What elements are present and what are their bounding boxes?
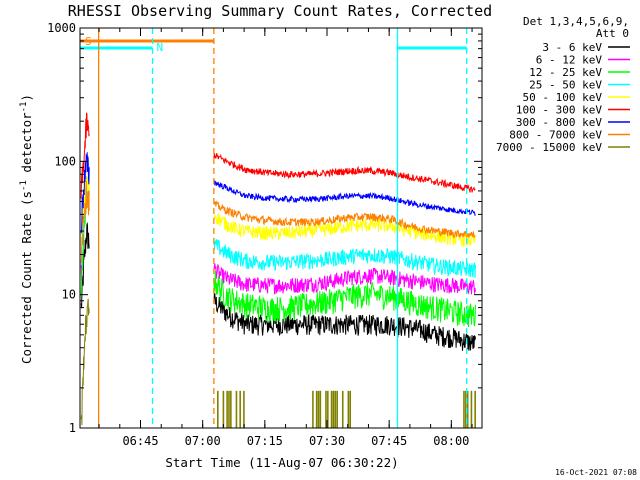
legend-label-0: 3 - 6 keV: [542, 41, 602, 54]
x-tick-label-0730: 07:30: [309, 434, 345, 448]
x-tick-label-0715: 07:15: [247, 434, 283, 448]
legend-label-3: 25 - 50 keV: [529, 79, 602, 92]
series-segment-main: [213, 180, 476, 217]
series-300-800-keV: [80, 152, 476, 234]
series-segment-early: [80, 298, 90, 426]
series-segment-early: [80, 222, 90, 309]
series-800-7000-keV: [80, 180, 476, 264]
legend-label-7: 800 - 7000 keV: [509, 129, 602, 142]
vertical-marker-layer: [97, 28, 468, 428]
series-segment-early: [80, 176, 90, 237]
plot-frame: [79, 27, 483, 429]
series-50-100-keV: [80, 176, 476, 247]
x-axis-label: Start Time (11-Aug-07 06:30:22): [165, 455, 398, 470]
y-tick-label-1000: 1000: [47, 21, 76, 35]
legend-label-4: 50 - 100 keV: [523, 91, 603, 104]
series-segment-main: [213, 270, 476, 328]
series-segment-early: [80, 112, 90, 199]
y-tick-label-1: 1: [69, 421, 76, 435]
x-tick-label-0745: 07:45: [371, 434, 407, 448]
y-tick-label-10: 10: [62, 288, 76, 302]
legend-label-8: 7000 - 15000 keV: [496, 141, 602, 154]
series-7000-15000-keV: [80, 298, 476, 428]
legend-header-line-1: Det 1,3,4,5,6,9,: [523, 15, 629, 28]
x-tick-label-0800: 08:00: [433, 434, 469, 448]
legend-label-5: 100 - 300 keV: [516, 104, 602, 117]
series-segment-main: [213, 200, 476, 239]
y-axis-label: Corrected Count Rate (s-1 detector-1): [19, 94, 34, 364]
series-segment-main: [213, 153, 476, 193]
data-series-layer: [80, 112, 476, 428]
series-segment-main: [213, 263, 476, 295]
legend-header-line-2: Att 0: [596, 27, 629, 40]
legend-label-1: 6 - 12 keV: [536, 54, 603, 67]
chart-title: RHESSI Observing Summary Count Rates, Co…: [68, 2, 492, 20]
series-segment-early: [80, 152, 90, 234]
x-tick-label-0645: 06:45: [122, 434, 158, 448]
series-segment-early: [80, 180, 90, 264]
x-tick-label-0700: 07:00: [185, 434, 221, 448]
series-100-300-keV: [80, 112, 476, 199]
axes-layer: 1 10 100 1000 06:45 07:00 07:15 07:30 07:45 08:00: [47, 21, 483, 448]
legend-label-2: 12 - 25 keV: [529, 66, 602, 79]
generation-timestamp: 16-Oct-2021 07:08: [555, 468, 637, 477]
series-segment-main: [213, 212, 476, 247]
legend-label-6: 300 - 800 keV: [516, 116, 602, 129]
flag-label-S: S: [85, 35, 92, 48]
series-segment-main: [213, 292, 476, 351]
series-3-6-keV: [80, 222, 476, 351]
flag-label-N: N: [157, 41, 164, 54]
y-tick-label-100: 100: [54, 154, 76, 168]
series-segment-main: [213, 237, 476, 278]
